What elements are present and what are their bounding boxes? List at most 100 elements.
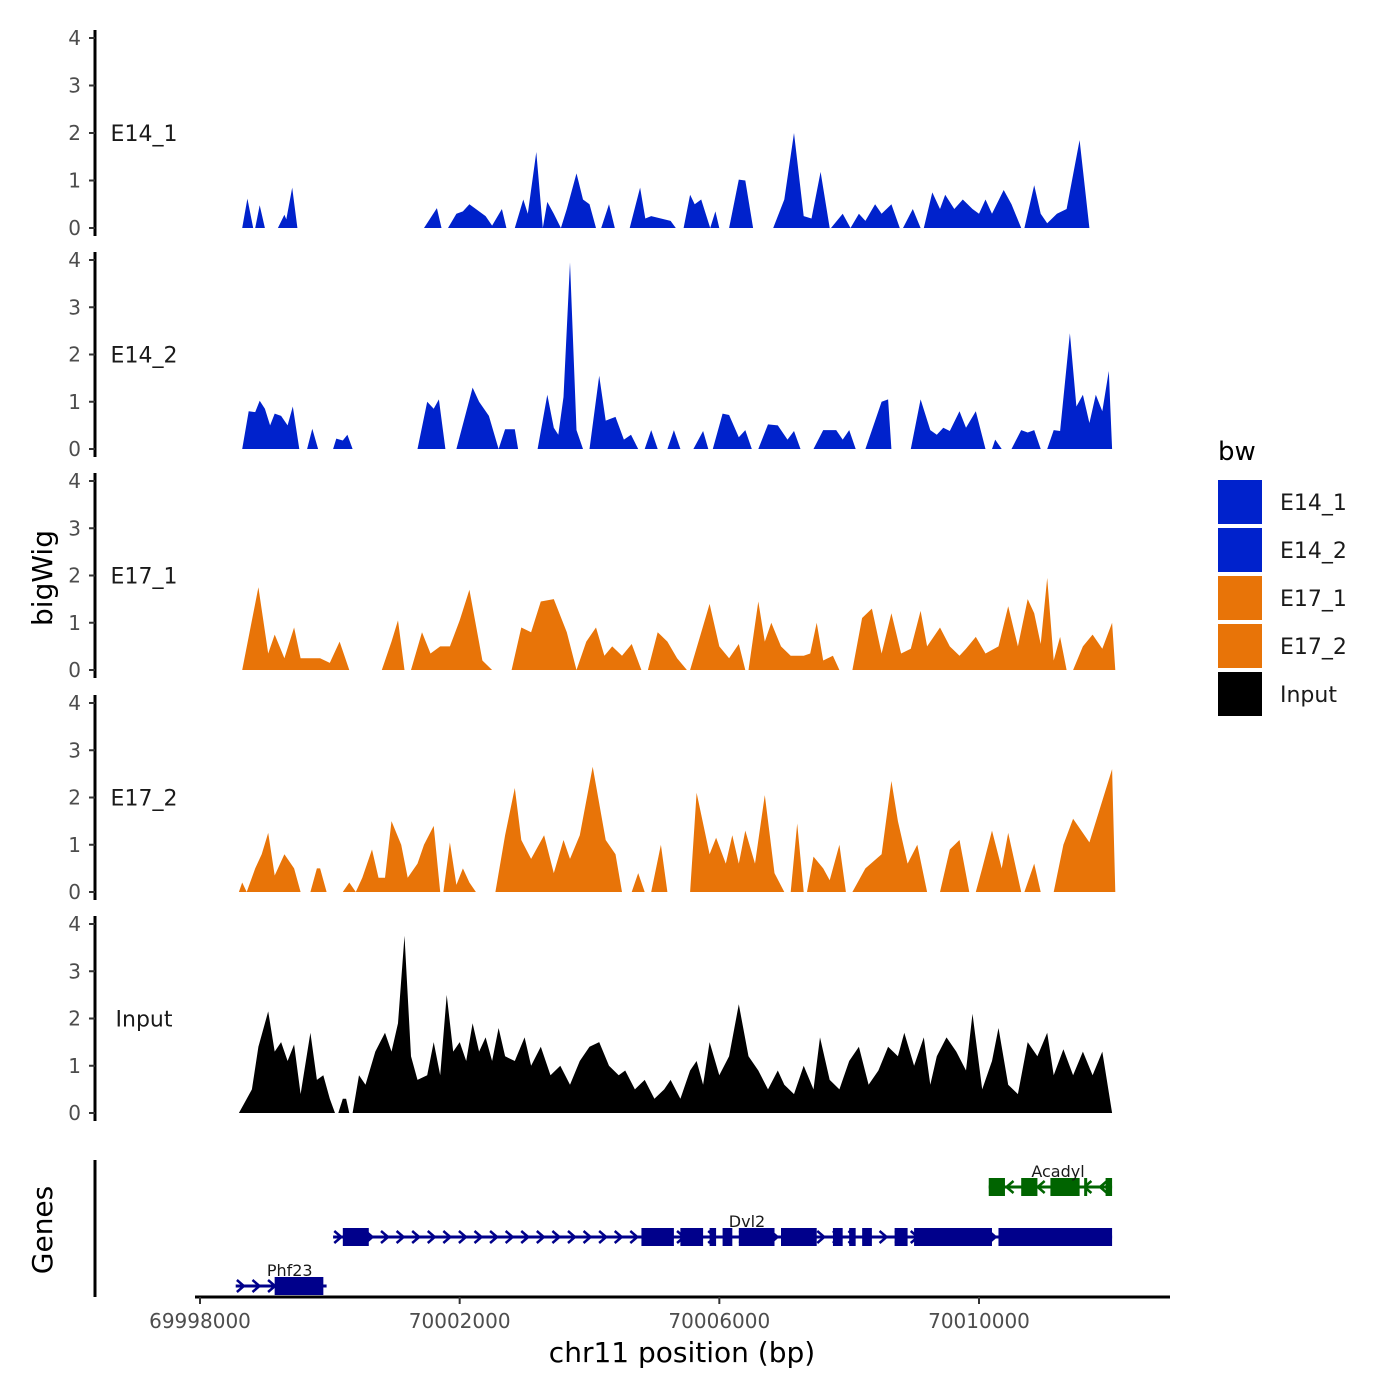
gene-name-label: Phf23 bbox=[267, 1261, 313, 1280]
gene-exon bbox=[680, 1228, 704, 1246]
y-tick-label: 2 bbox=[68, 121, 81, 145]
gene-track: Acadyl Dvl2 Phf23 bbox=[93, 1160, 1113, 1297]
strand-arrow bbox=[236, 1279, 246, 1293]
strand-arrow bbox=[442, 1230, 453, 1244]
track-label: E14_2 bbox=[111, 344, 178, 369]
coverage-area-E14_2 bbox=[456, 387, 499, 449]
gene-exon bbox=[849, 1228, 856, 1246]
coverage-area-E14_2 bbox=[712, 413, 752, 449]
legend-title: bw bbox=[1218, 437, 1256, 467]
y-tick-label: 1 bbox=[68, 833, 81, 857]
strand-arrow bbox=[598, 1230, 609, 1244]
coverage-area-E17_2 bbox=[807, 844, 846, 892]
gene-exon bbox=[709, 1228, 717, 1246]
x-tick-label: 70006000 bbox=[668, 1309, 770, 1333]
legend: bw E14_1 E14_2 E17_1 E17_2 Input bbox=[1218, 437, 1347, 716]
coverage-area-E17_2 bbox=[1024, 863, 1041, 892]
gene-exon bbox=[1105, 1178, 1113, 1196]
coverage-area-E14_1 bbox=[242, 198, 254, 228]
y-tick-label: 4 bbox=[68, 469, 81, 493]
strand-arrow bbox=[629, 1230, 640, 1244]
strand-arrow bbox=[473, 1230, 484, 1244]
x-tick-label: 70002000 bbox=[409, 1309, 511, 1333]
track-label: E17_2 bbox=[111, 787, 178, 812]
strand-arrow bbox=[535, 1230, 546, 1244]
track-label: Input bbox=[116, 1008, 173, 1033]
legend-swatch-E17_2 bbox=[1218, 624, 1262, 668]
coverage-area-E14_2 bbox=[813, 430, 856, 449]
strand-arrow bbox=[411, 1230, 422, 1244]
coverage-area-E17_1 bbox=[411, 589, 493, 670]
coverage-area-E14_2 bbox=[667, 430, 681, 449]
coverage-area-E14_1 bbox=[683, 194, 720, 228]
y-tick-label: 2 bbox=[68, 564, 81, 588]
y-tick-label: 0 bbox=[68, 658, 81, 682]
y-tick-label: 3 bbox=[68, 74, 81, 98]
coverage-area-E17_1 bbox=[647, 632, 687, 670]
coverage-area-E14_2 bbox=[910, 399, 986, 449]
y-tick-label: 4 bbox=[68, 26, 81, 50]
coverage-area-E17_2 bbox=[443, 842, 476, 892]
coverage-area-E17_2 bbox=[790, 823, 804, 892]
legend-label: E14_1 bbox=[1280, 491, 1347, 516]
gene-exon bbox=[894, 1228, 908, 1246]
coverage-area-E17_2 bbox=[342, 882, 356, 892]
gene-exon bbox=[781, 1228, 817, 1246]
coverage-area-E14_1 bbox=[773, 133, 830, 228]
y-tick-label: 4 bbox=[68, 691, 81, 715]
coverage-area-E14_2 bbox=[644, 430, 658, 449]
y-tick-label: 1 bbox=[68, 611, 81, 635]
coverage-area-E17_2 bbox=[238, 882, 247, 892]
track-E17_2: 0 1 2 3 4 E17_2 bbox=[68, 691, 1116, 904]
legend-label: Input bbox=[1280, 683, 1337, 708]
strand-arrow bbox=[380, 1230, 390, 1244]
coverage-area-E14_1 bbox=[903, 209, 921, 228]
coverage-area-E17_1 bbox=[852, 577, 1067, 670]
coverage-area-E14_2 bbox=[992, 439, 1002, 449]
coverage-area-E14_2 bbox=[758, 424, 801, 449]
coverage-area-E14_2 bbox=[537, 262, 583, 449]
coverage-area-E17_1 bbox=[748, 601, 840, 670]
coverage-area-E17_2 bbox=[310, 868, 327, 892]
coverage-area-E17_2 bbox=[975, 830, 1022, 892]
gene-Phf23: Phf23 bbox=[235, 1261, 327, 1295]
gene-Acadyl: Acadyl bbox=[988, 1162, 1113, 1196]
y-tick-label: 1 bbox=[68, 1054, 81, 1078]
legend-swatch-E14_1 bbox=[1218, 480, 1262, 524]
legend-label: E17_2 bbox=[1280, 635, 1347, 660]
y-tick-label: 2 bbox=[68, 786, 81, 810]
strand-arrow bbox=[520, 1230, 531, 1244]
coverage-area-E14_1 bbox=[601, 204, 615, 228]
strand-arrow bbox=[489, 1230, 499, 1244]
strand-arrow bbox=[567, 1230, 577, 1244]
coverage-area-E17_1 bbox=[511, 599, 577, 670]
coverage-area-E17_2 bbox=[690, 792, 785, 892]
strand-arrow bbox=[551, 1230, 562, 1244]
coverage-area-E14_2 bbox=[307, 428, 319, 449]
y-tick-label: 0 bbox=[68, 1101, 81, 1125]
coverage-area-E14_2 bbox=[242, 400, 300, 449]
coverage-area-E14_1 bbox=[448, 204, 507, 228]
gene-exon bbox=[1084, 1178, 1088, 1196]
strand-arrow bbox=[1035, 1180, 1046, 1194]
y-tick-label: 4 bbox=[68, 912, 81, 936]
coverage-area-E14_1 bbox=[729, 179, 754, 228]
gene-exon bbox=[914, 1228, 992, 1246]
gene-name-label: Dvl2 bbox=[729, 1212, 765, 1231]
x-axis-title: chr11 position (bp) bbox=[549, 1336, 815, 1369]
coverage-area-E14_1 bbox=[514, 152, 596, 228]
y-tick-label: 1 bbox=[68, 169, 81, 193]
y-tick-label: 3 bbox=[68, 959, 81, 983]
coverage-area-Input bbox=[238, 1011, 335, 1113]
gene-exon bbox=[998, 1228, 1113, 1246]
x-tick-label: 70010000 bbox=[928, 1309, 1030, 1333]
coverage-area-E17_1 bbox=[1073, 622, 1116, 670]
track-label: E14_1 bbox=[111, 122, 178, 147]
track-E14_1: 0 1 2 3 4 E14_1 bbox=[68, 26, 1090, 240]
y-tick-label: 2 bbox=[68, 1007, 81, 1031]
coverage-area-E14_2 bbox=[589, 375, 639, 449]
genes-axis-title: Genes bbox=[26, 1186, 59, 1274]
y-axis-title: bigWig bbox=[26, 530, 59, 626]
track-E17_1: 0 1 2 3 4 E17_1 bbox=[68, 469, 1116, 682]
